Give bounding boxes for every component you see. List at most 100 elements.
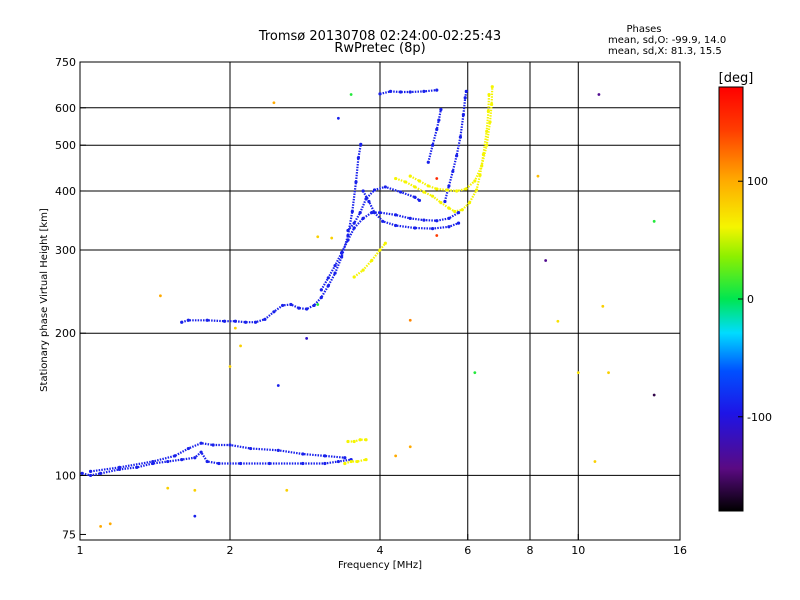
trace-point	[399, 90, 403, 94]
trace-point	[326, 276, 330, 280]
trace-point	[399, 190, 403, 194]
chart-title: Tromsø 20130708 02:24:00-02:25:43	[258, 29, 501, 44]
trace-point	[343, 456, 347, 460]
x-axis-label: Frequency [MHz]	[338, 560, 422, 571]
trace-point	[447, 216, 451, 220]
trace-point	[352, 226, 356, 230]
scatter-point	[233, 326, 237, 330]
trace-point	[253, 320, 258, 324]
x-tick-label: 8	[527, 544, 534, 557]
trace-point	[370, 258, 374, 263]
trace-point	[356, 156, 360, 160]
trace-segment-0-8	[379, 89, 437, 95]
trace-point	[80, 471, 84, 475]
colorbar	[718, 86, 744, 512]
trace-point	[352, 275, 356, 279]
trace-point	[267, 461, 272, 466]
trace-point	[350, 209, 354, 214]
trace-point	[238, 461, 243, 466]
scatter-point	[435, 177, 439, 180]
scatter-point	[305, 336, 309, 340]
trace-point	[439, 107, 443, 112]
trace-point	[289, 302, 293, 307]
trace-point	[364, 438, 368, 442]
y-tick-label: 100	[55, 469, 76, 482]
trace-point	[378, 210, 382, 215]
scatter-point	[652, 393, 656, 397]
y-tick-label: 200	[55, 327, 76, 340]
trace-point	[447, 206, 451, 210]
y-axis-label: Stationary phase Virtual Height [km]	[39, 208, 50, 392]
colorbar-ticks: 100 0 -100	[738, 175, 772, 424]
trace-point	[378, 92, 382, 96]
trace-point	[417, 179, 422, 183]
phase-stats-x: mean, sd,X: 81.3, 15.5	[608, 46, 722, 57]
y-tick-label: 300	[55, 244, 76, 257]
x-tick-label: 1	[77, 544, 84, 557]
trace-point	[88, 469, 93, 473]
trace-point	[135, 465, 139, 469]
trace-point	[485, 143, 489, 147]
scatter-point	[316, 235, 320, 239]
scatter-point	[601, 304, 605, 308]
trace-point	[430, 194, 435, 198]
scatter-point	[108, 522, 112, 526]
scatter-point	[276, 384, 280, 387]
x-tick-label: 4	[377, 544, 384, 557]
trace-point	[480, 164, 484, 168]
x-tick-label: 16	[673, 544, 687, 557]
trace-point	[364, 197, 368, 201]
trace-point	[383, 241, 387, 245]
trace-segment-0-0	[81, 450, 352, 477]
trace-point	[443, 199, 447, 204]
trace-point	[346, 238, 350, 242]
trace-point	[333, 264, 337, 268]
trace-point	[485, 129, 489, 133]
trace-point	[358, 438, 362, 442]
trace-point	[180, 320, 184, 324]
trace-point	[326, 284, 330, 288]
trace-point	[464, 89, 468, 93]
trace-point	[367, 199, 371, 204]
trace-point	[352, 439, 356, 444]
trace-segment-1-3	[348, 438, 366, 443]
trace-point	[394, 213, 398, 217]
scatter-point	[556, 319, 560, 323]
trace-point	[430, 143, 435, 147]
trace-point	[305, 307, 309, 311]
trace-point	[478, 173, 482, 177]
trace-point	[355, 459, 359, 464]
x-tick-label: 2	[227, 544, 234, 557]
trace-point	[263, 317, 267, 321]
scatter-point	[544, 259, 548, 262]
scatter-point	[652, 219, 656, 223]
scatter-point	[408, 318, 412, 322]
trace-point	[435, 219, 439, 223]
trace-point	[166, 459, 170, 464]
trace-point	[467, 200, 472, 205]
trace-point	[358, 210, 362, 215]
trace-point	[474, 188, 479, 192]
trace-point	[388, 89, 393, 93]
trace-point	[301, 461, 305, 466]
trace-point	[453, 209, 457, 214]
trace-point	[413, 195, 417, 199]
trace-point	[244, 320, 248, 324]
trace-point	[193, 456, 197, 460]
trace-point	[319, 295, 323, 300]
trace-point	[117, 465, 122, 469]
trace-point	[417, 198, 422, 203]
scatter-point	[593, 460, 597, 463]
trace-point	[408, 174, 412, 178]
trace-point	[456, 210, 461, 215]
trace-point	[487, 92, 491, 97]
chart-subtitle: RwPretec (8p)	[334, 41, 425, 56]
trace-point	[372, 188, 377, 192]
trace-point	[340, 251, 344, 255]
trace-point	[364, 458, 368, 462]
trace-point	[422, 89, 426, 93]
scatter-point	[607, 371, 610, 375]
trace-point	[222, 319, 227, 323]
trace-point	[211, 443, 215, 447]
